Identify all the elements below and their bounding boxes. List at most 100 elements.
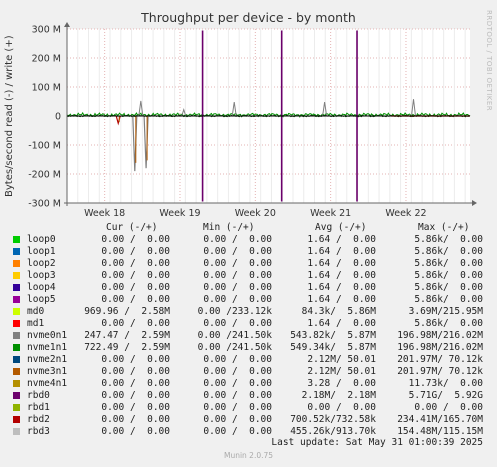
legend-row-nvme3n1: nvme3n1 0.00 / 0.00 0.00 / 0.00 2.12M/ 50.0…	[0, 366, 497, 378]
legend-max-value: 5.86k/ 0.00	[414, 258, 483, 269]
legend-max-value: 5.86k/ 0.00	[414, 294, 483, 305]
legend-max-value: 201.97M/ 70.12k	[397, 366, 483, 377]
legend-max-value: 5.86k/ 0.00	[414, 270, 483, 281]
legend-max-value: 234.41M/165.70M	[397, 414, 483, 425]
legend-row-loop4: loop4 0.00 / 0.00 0.00 / 0.00 1.64 / 0.00 5.…	[0, 282, 497, 294]
legend-row-loop0: loop0 0.00 / 0.00 0.00 / 0.00 1.64 / 0.00 5.…	[0, 234, 497, 246]
legend-row-nvme1n1: nvme1n1 722.49 / 2.59M 0.00 /241.50k 549.34…	[0, 342, 497, 354]
legend-avg-value: 0.00 / 0.00	[307, 402, 376, 413]
legend-min-value: 0.00 / 0.00	[203, 402, 272, 413]
legend-min-value: 0.00 / 0.00	[203, 366, 272, 377]
legend-row-md0: md0 969.96 / 2.58M 0.00 /233.12k 84.3k/ 5.8…	[0, 306, 497, 318]
rrdtool-credit: RRDTOOL / TOBI OETIKER	[485, 10, 493, 112]
y-tick-label: 200 M	[32, 54, 61, 65]
legend-series-name: nvme2n1	[27, 354, 68, 365]
legend-avg-value: 3.28 / 0.00	[307, 378, 376, 389]
legend-cur-value: 0.00 / 0.00	[101, 354, 170, 365]
legend-avg-value: 700.52k/732.58k	[290, 414, 376, 425]
legend-series-name: rbd3	[27, 426, 50, 437]
legend-swatch	[13, 404, 20, 411]
legend-row-loop5: loop5 0.00 / 0.00 0.00 / 0.00 1.64 / 0.00 5.…	[0, 294, 497, 306]
legend-avg-value: 2.18M/ 2.18M	[301, 390, 376, 401]
legend-series-name: nvme3n1	[27, 366, 68, 377]
legend-cur-value: 0.00 / 0.00	[101, 366, 170, 377]
legend-cur-value: 0.00 / 0.00	[101, 426, 170, 437]
legend-row-rbd3: rbd3 0.00 / 0.00 0.00 / 0.00 455.26k/913.70…	[0, 426, 497, 438]
legend-min-value: 0.00 /241.50k	[197, 330, 272, 341]
legend-swatch	[13, 368, 20, 375]
legend-max-value: 196.98M/216.02M	[397, 342, 483, 353]
y-tick-label: -200 M	[28, 170, 61, 181]
legend-cur-value: 0.00 / 0.00	[101, 234, 170, 245]
legend-max-value: 154.48M/115.15M	[397, 426, 483, 437]
legend-series-name: loop2	[27, 258, 56, 269]
legend-swatch	[13, 320, 20, 327]
legend-series-name: loop5	[27, 294, 56, 305]
legend-avg-value: 1.64 / 0.00	[307, 234, 376, 245]
legend-series-name: rbd0	[27, 390, 50, 401]
legend-min-value: 0.00 /241.50k	[197, 342, 272, 353]
legend-max-value: 11.73k/ 0.00	[408, 378, 483, 389]
legend-swatch	[13, 296, 20, 303]
write-peak	[322, 102, 328, 117]
legend-swatch	[13, 356, 20, 363]
legend-cur-value: 0.00 / 0.00	[101, 246, 170, 257]
legend-series-name: md0	[27, 306, 45, 317]
legend-cur-value: 0.00 / 0.00	[101, 318, 170, 329]
x-tick-label: Week 20	[235, 208, 276, 219]
last-update: Last update: Sat May 31 01:00:39 2025	[271, 437, 483, 448]
legend-row-nvme4n1: nvme4n1 0.00 / 0.00 0.00 / 0.00 3.28 / 0.00…	[0, 378, 497, 390]
legend-min-value: 0.00 / 0.00	[203, 390, 272, 401]
legend-min-value: 0.00 / 0.00	[203, 258, 272, 269]
y-tick-label: 0	[55, 112, 61, 123]
legend-max-value: 5.86k/ 0.00	[414, 234, 483, 245]
legend-avg-value: 1.64 / 0.00	[307, 246, 376, 257]
x-tick-label: Week 18	[84, 208, 125, 219]
legend-min-value: 0.00 / 0.00	[203, 246, 272, 257]
write-peak	[231, 102, 237, 117]
legend-row-md1: md1 0.00 / 0.00 0.00 / 0.00 1.64 / 0.00 5.86…	[0, 318, 497, 330]
legend-min-value: 0.00 / 0.00	[203, 270, 272, 281]
legend-series-name: rbd1	[27, 402, 50, 413]
legend-avg-value: 543.82k/ 5.87M	[290, 330, 376, 341]
legend-row-nvme0n1: nvme0n1 247.47 / 2.59M 0.00 /241.50k 543.82…	[0, 330, 497, 342]
write-peak	[138, 100, 144, 117]
legend-cur-value: 0.00 / 0.00	[101, 294, 170, 305]
legend-avg-value: 1.64 / 0.00	[307, 318, 376, 329]
legend-min-value: 0.00 / 0.00	[203, 282, 272, 293]
legend-cur-value: 0.00 / 0.00	[101, 390, 170, 401]
legend-row-loop1: loop1 0.00 / 0.00 0.00 / 0.00 1.64 / 0.00 5.…	[0, 246, 497, 258]
legend-swatch	[13, 380, 20, 387]
legend-swatch	[13, 260, 20, 267]
legend-header-avg: Avg (-/+)	[315, 222, 367, 233]
legend-swatch	[13, 248, 20, 255]
legend-max-value: 201.97M/ 70.12k	[397, 354, 483, 365]
write-peak	[181, 107, 187, 117]
legend-series-name: nvme0n1	[27, 330, 68, 341]
legend-avg-value: 1.64 / 0.00	[307, 258, 376, 269]
legend-min-value: 0.00 / 0.00	[203, 426, 272, 437]
legend-series-name: loop0	[27, 234, 56, 245]
legend-max-value: 5.86k/ 0.00	[414, 246, 483, 257]
legend-swatch	[13, 308, 20, 315]
legend-swatch	[13, 416, 20, 423]
legend-series-name: rbd2	[27, 414, 50, 425]
legend-min-value: 0.00 /233.12k	[197, 306, 272, 317]
legend-avg-value: 2.12M/ 50.01	[307, 366, 376, 377]
y-tick-label: -100 M	[28, 141, 61, 152]
legend-cur-value: 0.00 / 0.00	[101, 270, 170, 281]
write-peak	[411, 99, 417, 117]
y-tick-label: 100 M	[32, 83, 61, 94]
legend-swatch	[13, 272, 20, 279]
legend-row-loop2: loop2 0.00 / 0.00 0.00 / 0.00 1.64 / 0.00 5.…	[0, 258, 497, 270]
legend-avg-value: 1.64 / 0.00	[307, 294, 376, 305]
legend-swatch	[13, 332, 20, 339]
legend-series-name: nvme4n1	[27, 378, 68, 389]
legend-min-value: 0.00 / 0.00	[203, 414, 272, 425]
legend-max-value: 5.86k/ 0.00	[414, 318, 483, 329]
legend-header-max: Max (-/+)	[418, 222, 470, 233]
legend-max-value: 5.71G/ 5.92G	[408, 390, 483, 401]
legend-cur-value: 0.00 / 0.00	[101, 402, 170, 413]
y-tick-label: -300 M	[28, 199, 61, 210]
legend-cur-value: 722.49 / 2.59M	[84, 342, 170, 353]
